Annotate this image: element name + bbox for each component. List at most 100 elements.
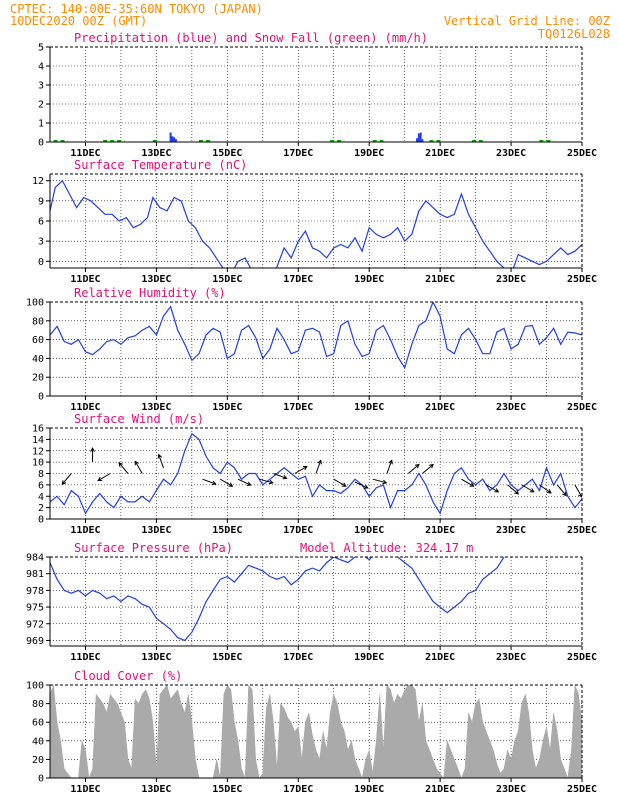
y-tick-label: 100 — [26, 298, 44, 309]
wind-arrow — [273, 473, 287, 479]
y-tick-label: 9 — [38, 196, 44, 207]
wind-arrow-head — [429, 463, 434, 469]
wind-arrow-head — [211, 480, 217, 486]
panel-title-pressure: Surface Pressure (hPa) — [74, 541, 233, 555]
y-tick-label: 0 — [38, 515, 44, 526]
wind-arrow — [237, 478, 251, 486]
x-tick-label: 21DEC — [425, 525, 455, 536]
y-tick-label: 14 — [32, 435, 44, 446]
x-tick-label: 17DEC — [283, 274, 313, 285]
x-tick-label: 13DEC — [141, 402, 171, 413]
precipitation-bar — [173, 137, 176, 142]
wind-arrow — [118, 462, 129, 474]
wind-arrows — [61, 447, 582, 498]
y-tick-label: 6 — [38, 217, 44, 228]
wind-arrow-head — [157, 453, 163, 459]
x-tick-label: 13DEC — [141, 525, 171, 536]
panel-pressure: Surface Pressure (hPa) Model Altitude: 32… — [26, 541, 597, 663]
x-tick-label: 11DEC — [70, 274, 100, 285]
wind-arrow-head — [282, 474, 288, 480]
x-tick-label: 25DEC — [567, 652, 597, 663]
y-tick-label: 984 — [26, 553, 44, 564]
precipitation-bar — [417, 133, 420, 142]
y-tick-label: 3 — [38, 81, 44, 92]
wind-arrow — [461, 478, 474, 487]
y-tick-label: 20 — [32, 373, 44, 384]
panel-humidity: Relative Humidity (%) 0 20 40 60 80 100 11DEC 13… — [26, 286, 597, 413]
y-tick-label: 10 — [32, 458, 44, 469]
y-tick-label: 2 — [38, 503, 44, 514]
x-tick-label: 21DEC — [425, 274, 455, 285]
wind-arrow-head — [529, 488, 535, 493]
precipitation-bar — [416, 138, 419, 142]
panel-cloud: Cloud Cover (%) 0 20 40 60 80 100 11DEC 13DEC 15D… — [26, 669, 597, 795]
y-tick-label: 80 — [32, 316, 44, 327]
x-tick-label: 25DEC — [567, 148, 597, 159]
wind-arrow-head — [562, 491, 567, 497]
wind-arrow — [407, 464, 420, 474]
x-tick-label: 13DEC — [141, 652, 171, 663]
y-tick-label: 5 — [38, 43, 44, 54]
wind-arrow — [507, 484, 519, 495]
x-tick-label: 21DEC — [425, 652, 455, 663]
x-tick-label: 15DEC — [212, 148, 242, 159]
wind-arrow — [539, 484, 552, 494]
panel-precip: Precipitation (blue) and Snow Fall (gree… — [38, 31, 597, 159]
wind-arrow — [386, 460, 393, 474]
y-tick-label: 100 — [26, 681, 44, 692]
x-tick-label: 21DEC — [425, 402, 455, 413]
x-tick-label: 23DEC — [496, 148, 526, 159]
x-tick-label: 13DEC — [141, 148, 171, 159]
x-tick-label: 19DEC — [354, 274, 384, 285]
panel-temperature: Surface Temperature (nC) 0 3 6 9 12 11DEC 13DEC… — [32, 158, 597, 285]
wind-arrow-head — [118, 461, 123, 467]
humidity-line — [50, 302, 582, 370]
wind-arrow — [333, 478, 347, 487]
wind-arrow-head — [97, 476, 103, 482]
wind-arrow — [354, 481, 368, 489]
header-run-date: 10DEC2020 00Z (GMT) — [10, 14, 147, 28]
cloud-cover-area — [50, 685, 582, 778]
x-tick-label: 11DEC — [70, 525, 100, 536]
wind-arrow — [521, 484, 535, 493]
x-tick-label: 17DEC — [283, 525, 313, 536]
panel-title-temperature: Surface Temperature (nC) — [74, 158, 247, 172]
wind-arrow — [574, 484, 582, 498]
precipitation-bar — [174, 139, 177, 142]
y-tick-label: 978 — [26, 586, 44, 597]
x-tick-label: 17DEC — [283, 784, 313, 795]
x-tick-label: 21DEC — [425, 784, 455, 795]
wind-arrow — [97, 473, 111, 481]
x-tick-label: 23DEC — [496, 525, 526, 536]
y-tick-label: 2 — [38, 100, 44, 111]
wind-arrow — [134, 461, 143, 474]
x-tick-label: 11DEC — [70, 148, 100, 159]
wind-line — [50, 432, 582, 515]
y-tick-label: 60 — [32, 718, 44, 729]
y-tick-label: 12 — [32, 176, 44, 187]
y-tick-label: 0 — [38, 257, 44, 268]
wind-arrow — [259, 478, 273, 484]
x-tick-label: 15DEC — [212, 784, 242, 795]
y-tick-label: 1 — [38, 119, 44, 130]
wind-arrow-head — [61, 480, 67, 486]
panel-data-wind — [50, 432, 582, 515]
x-tick-label: 19DEC — [354, 148, 384, 159]
wind-arrow — [219, 478, 233, 487]
wind-arrow — [422, 464, 434, 474]
precipitation-bar — [171, 136, 174, 142]
wind-arrow-head — [382, 479, 388, 485]
panel-title-humidity: Relative Humidity (%) — [74, 286, 226, 300]
y-tick-label: 969 — [26, 636, 44, 647]
wind-arrow — [158, 454, 164, 468]
y-tick-label: 981 — [26, 569, 44, 580]
panel-title-cloud: Cloud Cover (%) — [74, 669, 182, 683]
y-tick-label: 60 — [32, 335, 44, 346]
panel-data-pressure — [50, 557, 505, 642]
header-grid-note: Vertical Grid Line: 00Z — [444, 14, 610, 28]
x-tick-label: 15DEC — [212, 274, 242, 285]
header-run-code: TQ0126L028 — [538, 27, 610, 41]
x-tick-label: 25DEC — [567, 784, 597, 795]
